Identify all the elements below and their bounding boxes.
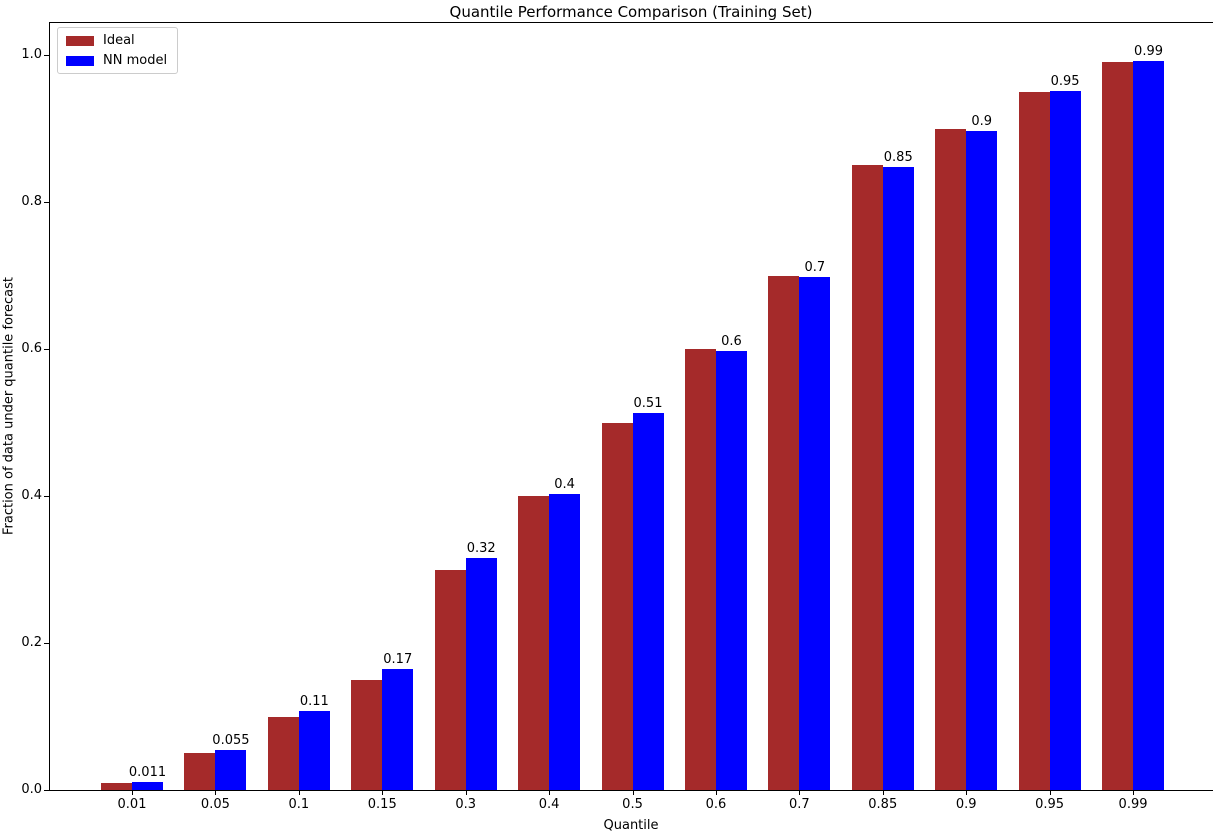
bar-ideal (1102, 62, 1134, 790)
bar-nn-model (1049, 91, 1081, 790)
x-axis-spine (49, 790, 1213, 791)
x-tick-mark (966, 791, 968, 795)
bar-nn-model (298, 711, 330, 790)
y-tick-label: 1.0 (21, 47, 42, 62)
x-tick-mark (215, 791, 217, 795)
y-tick-label: 0.6 (21, 341, 42, 356)
bar-nn-model (382, 668, 414, 790)
bar-nn-model (132, 781, 163, 790)
x-tick-mark (1133, 791, 1135, 795)
x-tick-mark (298, 791, 300, 795)
x-tick-mark (382, 791, 384, 795)
x-tick-mark (1049, 791, 1051, 795)
bar-nn-model (632, 412, 664, 790)
bar-nn-model (549, 493, 581, 790)
x-tick-mark (632, 791, 634, 795)
x-tick-label: 0.1 (288, 797, 310, 812)
y-tick-mark (44, 55, 49, 56)
legend-item: NN model (66, 53, 167, 68)
bar-nn-model (465, 558, 497, 790)
chart-title: Quantile Performance Comparison (Trainin… (449, 3, 813, 21)
x-tick-label: 0.7 (789, 797, 810, 812)
x-tick-label: 0.99 (1118, 797, 1148, 812)
x-tick-mark (132, 791, 133, 795)
bar-value-label: 0.011 (128, 764, 167, 780)
x-tick-mark (549, 791, 551, 795)
x-tick-label: 0.85 (868, 797, 898, 812)
legend-item: Ideal (66, 33, 167, 48)
bar-ideal (601, 422, 633, 790)
x-axis-label: Quantile (603, 818, 659, 833)
x-tick-label: 0.01 (117, 797, 147, 812)
x-tick-mark (799, 791, 801, 795)
bar-value-label: 0.95 (1050, 74, 1080, 89)
y-tick-mark (44, 202, 49, 203)
legend-label: NN model (103, 53, 168, 68)
x-tick-label: 0.4 (538, 797, 560, 812)
bar-ideal (768, 275, 800, 790)
bar-ideal (851, 165, 883, 790)
bar-nn-model (882, 167, 914, 790)
x-tick-mark (882, 791, 884, 795)
bar-value-label: 0.32 (466, 541, 496, 557)
legend-color-patch (66, 55, 94, 66)
y-tick-mark (44, 790, 49, 791)
x-tick-label: 0.15 (367, 797, 397, 812)
bar-ideal (434, 569, 466, 790)
x-tick-label: 0.05 (200, 797, 230, 812)
x-tick-label: 0.95 (1035, 797, 1065, 812)
legend-label: Ideal (103, 33, 135, 48)
bar-nn-model (1133, 60, 1165, 790)
x-tick-label: 0.3 (455, 797, 477, 812)
legend: Ideal NN model (57, 27, 179, 74)
bar-ideal (267, 716, 299, 790)
bar-value-label: 0.85 (883, 150, 913, 166)
bar-ideal (101, 782, 132, 790)
bar-nn-model (799, 276, 831, 790)
y-tick-label: 0.0 (21, 782, 42, 797)
bar-ideal (935, 128, 967, 790)
bar-value-label: 0.99 (1134, 43, 1163, 59)
y-tick-label: 0.2 (21, 635, 42, 650)
y-tick-label: 0.8 (21, 194, 42, 209)
bar-ideal (684, 349, 716, 790)
y-axis-spine (49, 22, 50, 790)
x-tick-mark (715, 791, 717, 795)
bar-value-label: 0.17 (383, 651, 413, 667)
bar-ideal (184, 753, 216, 790)
y-tick-mark (44, 643, 49, 644)
bar-nn-model (966, 130, 998, 790)
bar-ideal (518, 496, 550, 790)
y-tick-mark (44, 496, 49, 497)
legend-color-patch (66, 35, 94, 46)
y-tick-label: 0.4 (21, 488, 42, 503)
bar-value-label: 0.51 (633, 395, 663, 411)
bar-ideal (1018, 91, 1050, 790)
bar-value-label: 0.11 (299, 694, 329, 710)
x-tick-label: 0.9 (955, 797, 977, 812)
top-spine (49, 22, 1213, 23)
bar-value-label: 0.9 (971, 113, 993, 129)
bar-value-label: 0.055 (212, 733, 250, 749)
x-tick-label: 0.5 (622, 797, 643, 812)
x-tick-label: 0.6 (705, 797, 727, 812)
bar-nn-model (215, 750, 247, 790)
bar-value-label: 0.6 (721, 334, 742, 350)
x-tick-mark (465, 791, 467, 795)
y-tick-mark (44, 349, 49, 350)
bar-ideal (351, 679, 383, 790)
bar-value-label: 0.4 (554, 476, 575, 492)
bar-value-label: 0.7 (804, 259, 826, 275)
bar-nn-model (715, 351, 747, 790)
